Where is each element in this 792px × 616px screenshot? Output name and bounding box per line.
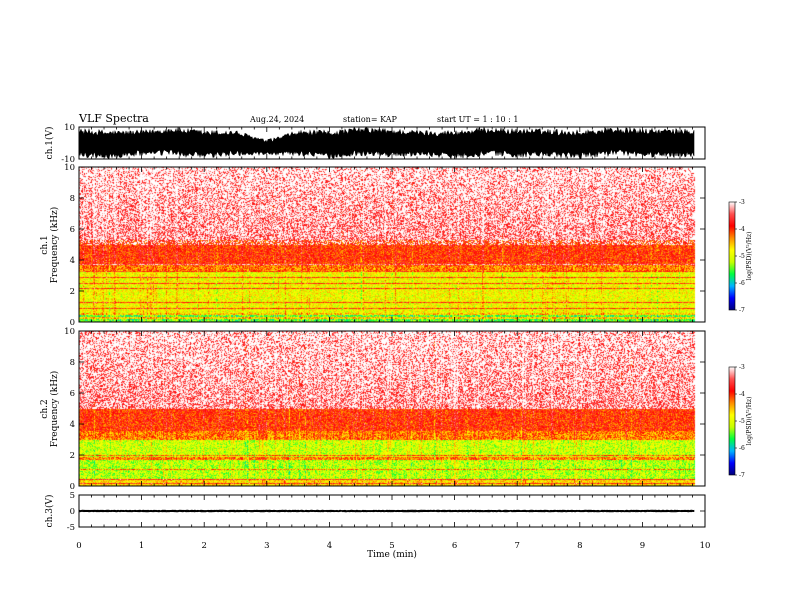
ch1-spectrogram-panel: 0 2 4 6 8 10 ch.1 Frequency (kHz) -3 -4 -5 -6 -7 l… [40, 163, 753, 328]
colorbar-tick-label: -3 [739, 199, 745, 206]
y-tick-label: -5 [67, 523, 75, 533]
ch2-spectrogram-ticks: 0 2 4 6 8 10 [64, 327, 706, 492]
ch3-waveform-ylabel: ch.3(V) [44, 495, 55, 528]
ch1-spectrogram-ticks: 0 2 4 6 8 10 [64, 163, 706, 328]
ch1-waveform-ticks: 10 -10 [61, 123, 706, 165]
x-tick-label: 0 [76, 541, 81, 551]
ch1-spectrogram-ylabel: Frequency (kHz) [49, 207, 60, 284]
x-tick-label: 6 [452, 541, 457, 551]
colorbar-tick-label: -7 [739, 472, 745, 479]
y-tick-label: 0 [70, 507, 75, 517]
y-tick-label: 8 [70, 358, 75, 368]
colorbar-label: log(PSD)(V²/Hz) [746, 397, 753, 446]
colorbar-tick-label: -4 [739, 391, 745, 398]
y-tick-label: 2 [70, 287, 75, 297]
y-tick-label: 10 [64, 163, 75, 173]
header-date: Aug.24, 2024 [249, 115, 304, 124]
colorbar-tick-label: -5 [739, 253, 745, 260]
x-tick-label: 4 [327, 541, 332, 551]
ch1-waveform-ylabel: ch.1(V) [44, 127, 55, 160]
ch1-colorbar: -3 -4 -5 -6 -7 log(PSD)(V²/Hz) [728, 199, 753, 314]
x-tick-label: 8 [577, 541, 582, 551]
ch2-spectrogram-image [79, 331, 705, 486]
waveform-envelope [78, 509, 695, 513]
time-axis-tick-labels: 0 1 2 3 4 5 6 7 8 9 10 [76, 541, 710, 551]
y-tick-label: -10 [61, 155, 75, 165]
colorbar-scale [728, 366, 736, 476]
ch1-waveform-panel: 10 -10 ch.1(V) [44, 123, 706, 165]
x-tick-label: 10 [700, 541, 711, 551]
colorbar-label: log(PSD)(V²/Hz) [746, 232, 753, 281]
x-tick-label: 9 [640, 541, 645, 551]
x-tick-label: 5 [389, 541, 394, 551]
colorbar-tick-label: -4 [739, 226, 745, 233]
y-tick-label: 10 [64, 327, 75, 337]
ch2-spectrogram-ylabel: Frequency (kHz) [49, 371, 60, 448]
ch1-spectrogram-image [79, 167, 705, 322]
colorbar-tick-label: -3 [739, 364, 745, 371]
x-tick-label: 2 [201, 541, 206, 551]
colorbar-tick-label: -7 [739, 307, 745, 314]
colorbar-tick-label: -5 [739, 418, 745, 425]
ch3-waveform-ticks: 5 0 -5 [67, 491, 706, 533]
y-tick-label: 0 [70, 482, 75, 492]
y-tick-label: 5 [70, 491, 75, 501]
y-tick-label: 6 [70, 389, 75, 399]
y-tick-label: 4 [70, 256, 75, 266]
figure-title: VLF Spectra [78, 112, 149, 125]
ch3-waveform-trace [78, 509, 695, 513]
y-tick-label: 4 [70, 420, 75, 430]
ch1-spectrogram-channel-label: ch.1 [40, 235, 50, 254]
ch1-waveform-trace [78, 126, 695, 160]
waveform-envelope [78, 126, 695, 160]
colorbar-tick-label: -6 [739, 445, 745, 452]
colorbar-tick-label: -6 [739, 280, 745, 287]
ch3-waveform-panel: 50-5 ch.3(V) 0 1 2 3 4 5 6 7 8 9 10 Time (min) [44, 491, 710, 560]
header-station: station= KAP [343, 115, 398, 124]
time-axis-label: Time (min) [367, 549, 417, 560]
y-tick-label: 6 [70, 225, 75, 235]
y-tick-label: 2 [70, 451, 75, 461]
x-tick-label: 3 [264, 541, 269, 551]
x-tick-label: 1 [139, 541, 144, 551]
header-start-time: start UT = 1 : 10 : 1 [437, 115, 518, 124]
ch2-spectrogram-panel: 0 2 4 6 8 10 ch.2 Frequency (kHz) -3 -4 -5 -6 -7 l… [40, 327, 753, 492]
ch2-spectrogram-channel-label: ch.2 [40, 399, 50, 418]
ch2-colorbar: -3 -4 -5 -6 -7 log(PSD)(V²/Hz) [728, 364, 753, 479]
x-tick-label: 7 [514, 541, 519, 551]
y-tick-label: 10 [64, 123, 75, 133]
y-tick-label: 0 [70, 318, 75, 328]
y-tick-label: 8 [70, 194, 75, 204]
colorbar-scale [728, 201, 736, 311]
